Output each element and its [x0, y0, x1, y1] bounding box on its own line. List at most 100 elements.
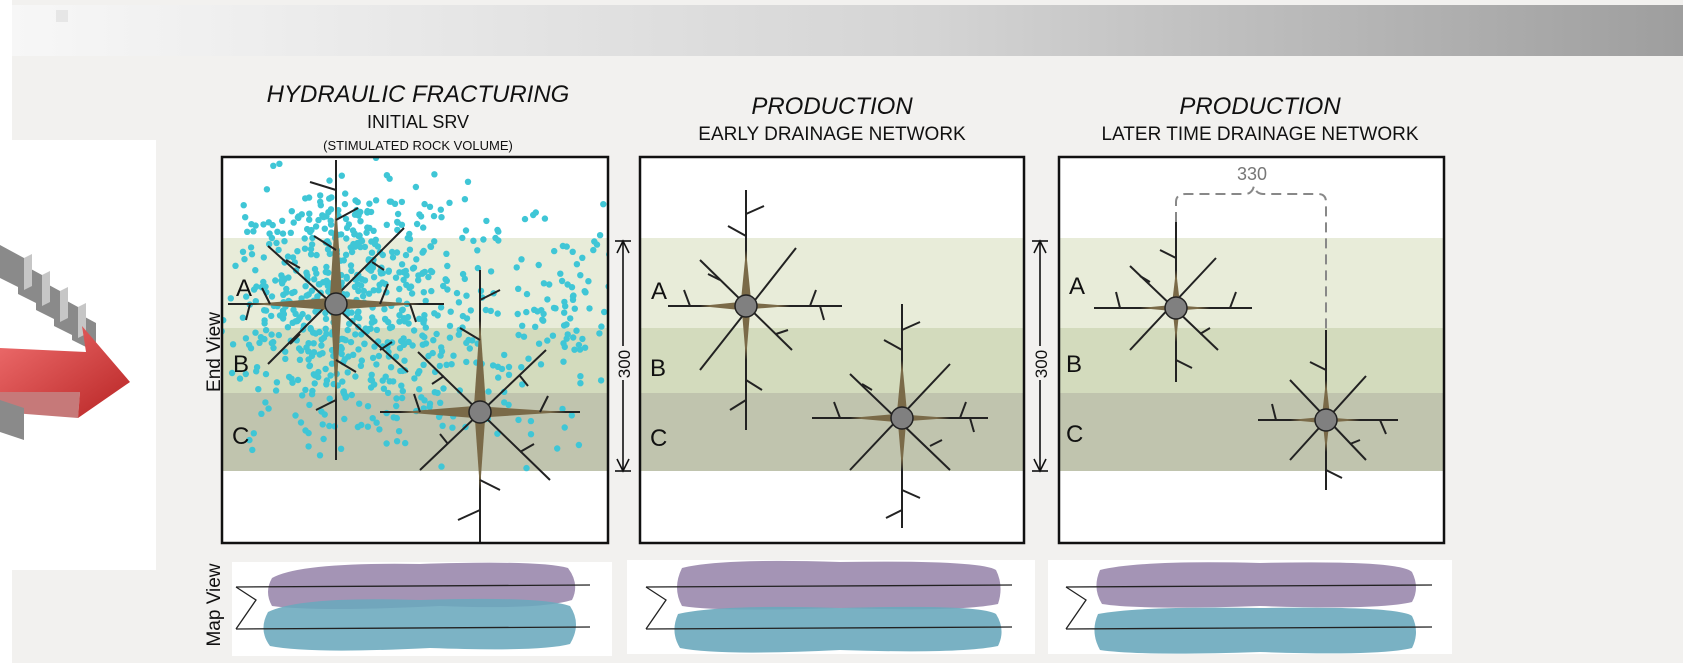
proppant-particle: [273, 239, 280, 247]
proppant-particle: [364, 224, 371, 231]
proppant-particle: [586, 305, 593, 312]
proppant-particle: [303, 269, 310, 276]
proppant-particle: [443, 361, 450, 368]
proppant-particle: [352, 331, 359, 338]
proppant-particle: [255, 386, 262, 393]
proppant-particle: [570, 334, 577, 341]
proppant-particle: [523, 290, 531, 298]
panel1-layer-c: [222, 393, 608, 471]
panel3-layer-c: [1059, 393, 1444, 471]
proppant-particle: [539, 316, 546, 323]
proppant-particle: [306, 362, 314, 369]
proppant-particle: [459, 270, 467, 278]
proppant-particle: [351, 283, 359, 290]
proppant-particle: [287, 229, 294, 236]
proppant-particle: [243, 293, 250, 300]
panel3-layer-a-label: A: [1069, 273, 1085, 300]
proppant-particle: [297, 419, 305, 426]
proppant-particle: [320, 213, 327, 221]
proppant-particle: [373, 419, 380, 426]
proppant-particle: [581, 344, 589, 351]
proppant-particle: [520, 333, 528, 340]
proppant-particle: [279, 217, 286, 224]
proppant-particle: [393, 438, 401, 445]
proppant-particle: [467, 307, 474, 314]
proppant-particle: [311, 380, 318, 387]
proppant-particle: [459, 234, 466, 242]
proppant-particle: [379, 377, 386, 384]
proppant-particle: [590, 246, 597, 254]
proppant-particle: [316, 281, 323, 288]
proppant-particle: [541, 215, 549, 222]
proppant-particle: [400, 341, 407, 348]
proppant-particle: [311, 276, 318, 283]
panel1-fracture-2: [380, 270, 580, 543]
proppant-particle: [320, 435, 327, 443]
proppant-particle: [564, 331, 571, 338]
proppant-particle: [561, 309, 568, 316]
proppant-particle: [327, 206, 335, 213]
proppant-particle: [469, 337, 476, 344]
proppant-particle: [340, 388, 347, 396]
proppant-particle: [535, 340, 543, 347]
proppant-particle: [250, 228, 257, 235]
proppant-particle: [421, 312, 428, 319]
proppant-particle: [289, 379, 296, 386]
proppant-particle: [342, 190, 349, 197]
proppant-particle: [345, 221, 353, 228]
panel1-layer-c-label: C: [232, 423, 249, 450]
proppant-particle: [357, 282, 365, 289]
proppant-particle: [596, 232, 604, 239]
proppant-particle: [463, 315, 471, 322]
proppant-particle: [304, 225, 311, 233]
map1-teal-zone: [263, 598, 576, 651]
proppant-particle: [326, 195, 333, 202]
proppant-particle: [322, 365, 329, 373]
panel2-layer-a-label: A: [651, 278, 667, 305]
panel1-layer-a-label: A: [236, 275, 252, 302]
proppant-particle: [571, 346, 578, 353]
proppant-particle: [341, 200, 349, 208]
proppant-particle: [292, 412, 299, 419]
proppant-particle: [495, 228, 502, 235]
proppant-particle: [421, 397, 428, 404]
panel3-layer-b: [1059, 328, 1444, 393]
proppant-particle: [440, 282, 447, 290]
proppant-particle: [370, 227, 377, 234]
proppant-particle: [449, 424, 456, 431]
proppant-particle: [402, 251, 410, 259]
proppant-particle: [571, 305, 578, 312]
proppant-particle: [527, 431, 535, 438]
proppant-particle: [279, 230, 287, 237]
proppant-particle: [474, 264, 482, 272]
proppant-particle: [322, 315, 330, 323]
proppant-particle: [239, 314, 247, 321]
proppant-particle: [523, 308, 530, 316]
proppant-particle: [416, 315, 423, 322]
proppant-particle: [402, 439, 409, 447]
proppant-particle: [601, 308, 608, 316]
proppant-particle: [364, 423, 372, 430]
proppant-particle: [346, 320, 353, 327]
proppant-particle: [415, 277, 422, 284]
proppant-particle: [263, 186, 271, 193]
proppant-particle: [252, 267, 259, 274]
proppant-particle: [282, 348, 289, 355]
proppant-particle: [406, 235, 414, 243]
proppant-particle: [295, 316, 302, 323]
proppant-particle: [383, 409, 390, 417]
proppant-particle: [485, 388, 492, 395]
proppant-particle: [253, 368, 260, 375]
proppant-particle: [351, 230, 358, 237]
proppant-particle: [244, 228, 251, 235]
proppant-particle: [305, 348, 312, 355]
proppant-particle: [272, 387, 280, 394]
proppant-particle: [339, 378, 346, 385]
proppant-particle: [396, 269, 403, 276]
proppant-particle: [400, 316, 408, 324]
proppant-particle: [401, 357, 408, 364]
proppant-particle: [560, 340, 567, 347]
proppant-particle: [563, 321, 570, 328]
proppant-particle: [420, 361, 427, 368]
proppant-particle: [299, 392, 306, 399]
